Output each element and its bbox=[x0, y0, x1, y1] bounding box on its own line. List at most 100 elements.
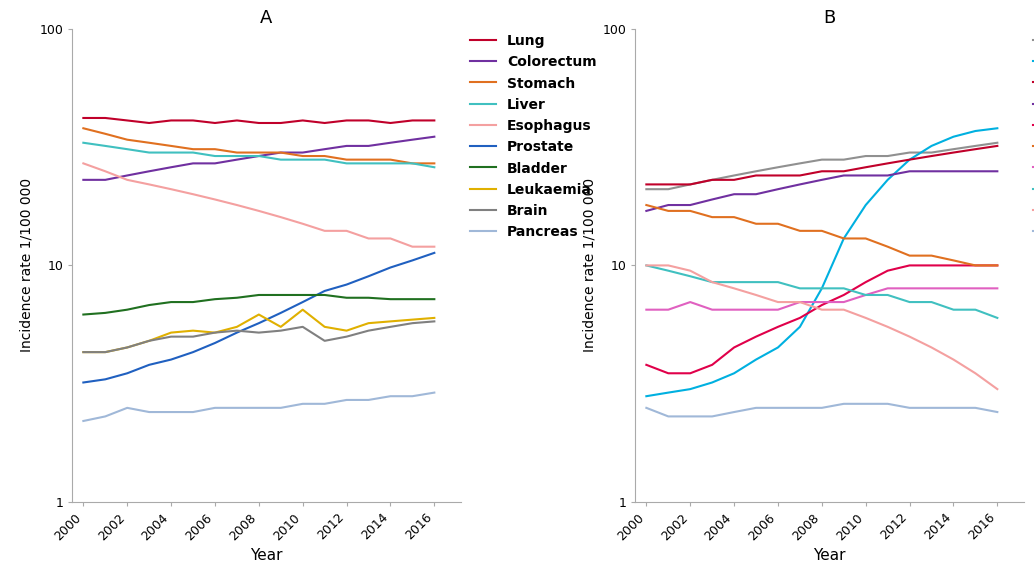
Thyroid bbox=[838, 235, 850, 242]
Stomach bbox=[904, 252, 916, 259]
Pancreas bbox=[297, 400, 309, 407]
Lung bbox=[662, 181, 674, 188]
Ovary bbox=[947, 285, 960, 292]
Lung bbox=[816, 168, 828, 175]
Title: A: A bbox=[261, 9, 273, 27]
Liver bbox=[78, 139, 90, 146]
Stomach bbox=[881, 243, 893, 250]
Esophagus bbox=[340, 227, 353, 234]
Pancreas bbox=[209, 404, 221, 411]
Colorectum bbox=[881, 172, 893, 179]
Cervix bbox=[947, 262, 960, 269]
Lung bbox=[143, 119, 155, 126]
Stomach bbox=[187, 146, 200, 153]
Esophagus bbox=[297, 220, 309, 227]
Esophagus bbox=[859, 314, 872, 321]
Leukaemia bbox=[406, 316, 419, 323]
Liver bbox=[362, 160, 374, 167]
Prostate bbox=[340, 281, 353, 288]
Prostate bbox=[385, 264, 397, 271]
Liver bbox=[816, 285, 828, 292]
Esophagus bbox=[640, 262, 652, 269]
Liver bbox=[794, 285, 807, 292]
Prostate bbox=[143, 361, 155, 368]
Lung bbox=[99, 114, 112, 121]
Thyroid bbox=[881, 177, 893, 183]
Brain bbox=[78, 349, 90, 355]
Esophagus bbox=[385, 235, 397, 242]
Colorectum bbox=[728, 191, 740, 198]
Esophagus bbox=[947, 356, 960, 363]
Lung bbox=[947, 149, 960, 156]
Pancreas bbox=[340, 396, 353, 403]
Leukaemia bbox=[385, 318, 397, 325]
Colorectum bbox=[771, 186, 784, 193]
Prostate bbox=[121, 370, 133, 377]
Pancreas bbox=[428, 389, 440, 396]
Colorectum bbox=[706, 196, 719, 203]
Breast bbox=[640, 186, 652, 193]
Esophagus bbox=[209, 196, 221, 203]
Colorectum bbox=[428, 133, 440, 140]
Esophagus bbox=[662, 262, 674, 269]
Brain bbox=[428, 318, 440, 325]
Liver bbox=[859, 291, 872, 298]
Bladder bbox=[164, 299, 177, 306]
X-axis label: Year: Year bbox=[250, 548, 282, 563]
Colorectum bbox=[685, 201, 697, 208]
Lung bbox=[340, 117, 353, 124]
Thyroid bbox=[750, 356, 762, 363]
Cervix bbox=[750, 333, 762, 340]
Esophagus bbox=[794, 299, 807, 306]
Cervix bbox=[904, 262, 916, 269]
Pancreas bbox=[881, 400, 893, 407]
Pancreas bbox=[947, 404, 960, 411]
Liver bbox=[340, 160, 353, 167]
Stomach bbox=[706, 213, 719, 220]
Liver bbox=[297, 156, 309, 163]
Lung bbox=[750, 172, 762, 179]
Brain bbox=[340, 333, 353, 340]
Lung bbox=[640, 181, 652, 188]
Esophagus bbox=[428, 243, 440, 250]
Bladder bbox=[121, 306, 133, 313]
Bladder bbox=[187, 299, 200, 306]
Stomach bbox=[99, 130, 112, 137]
Pancreas bbox=[640, 404, 652, 411]
Lung bbox=[78, 114, 90, 121]
Thyroid bbox=[947, 133, 960, 140]
Colorectum bbox=[362, 143, 374, 149]
Liver bbox=[881, 291, 893, 298]
Leukaemia bbox=[340, 327, 353, 334]
Lung bbox=[794, 172, 807, 179]
Liver bbox=[275, 156, 287, 163]
Line: Leukaemia: Leukaemia bbox=[84, 310, 434, 352]
Pancreas bbox=[728, 409, 740, 415]
Bladder bbox=[99, 309, 112, 316]
Line: Esophagus: Esophagus bbox=[646, 265, 998, 389]
Brain bbox=[121, 344, 133, 351]
Brain bbox=[164, 333, 177, 340]
Cervix bbox=[685, 370, 697, 377]
Lung bbox=[859, 164, 872, 171]
Line: Colorectum: Colorectum bbox=[84, 137, 434, 180]
Brain bbox=[385, 323, 397, 330]
Pancreas bbox=[816, 404, 828, 411]
Liver bbox=[992, 314, 1004, 321]
Prostate bbox=[231, 329, 243, 336]
Stomach bbox=[275, 149, 287, 156]
Pancreas bbox=[859, 400, 872, 407]
Stomach bbox=[794, 227, 807, 234]
Ovary bbox=[904, 285, 916, 292]
Leukaemia bbox=[297, 306, 309, 313]
Thyroid bbox=[728, 370, 740, 377]
Ovary bbox=[881, 285, 893, 292]
Stomach bbox=[385, 156, 397, 163]
Leukaemia bbox=[164, 329, 177, 336]
Pancreas bbox=[362, 396, 374, 403]
Esophagus bbox=[925, 344, 938, 351]
Esophagus bbox=[99, 168, 112, 175]
Ovary bbox=[794, 299, 807, 306]
Stomach bbox=[209, 146, 221, 153]
Stomach bbox=[297, 152, 309, 159]
